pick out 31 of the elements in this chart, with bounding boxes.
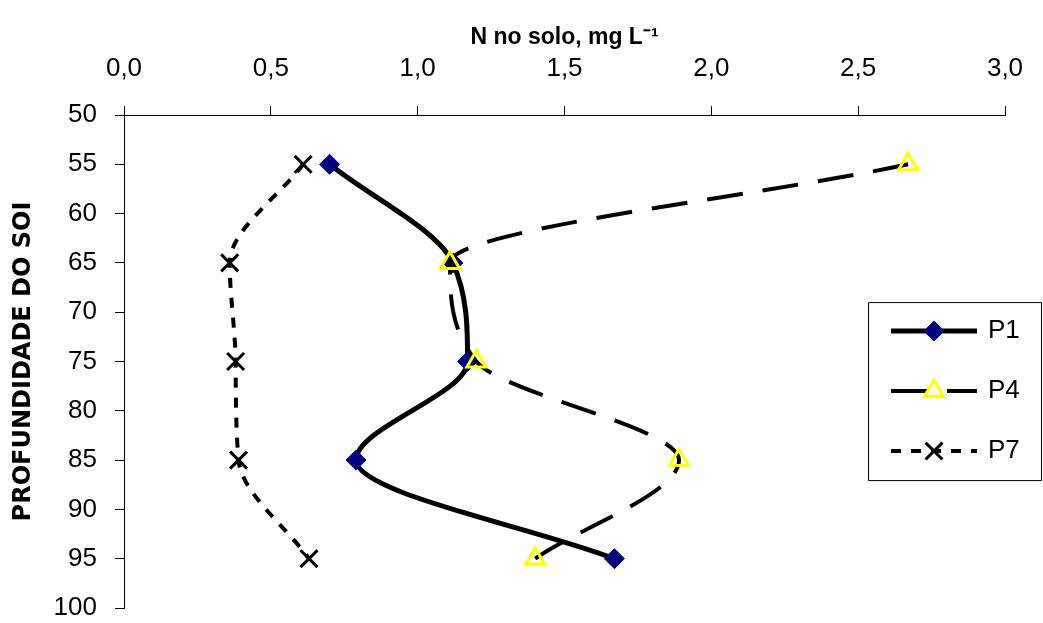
x-tick-label: 2,5 bbox=[840, 51, 877, 82]
y-tick-label: 75 bbox=[68, 344, 97, 375]
x-tick-label: 2,0 bbox=[693, 51, 730, 82]
y-tick-label: 70 bbox=[68, 295, 97, 326]
legend-label: P4 bbox=[988, 374, 1020, 405]
point bbox=[319, 153, 341, 175]
x-tick-label: 1,5 bbox=[546, 51, 583, 82]
point bbox=[299, 548, 319, 569]
point bbox=[345, 449, 367, 471]
y-axis-title: PROFUNDIDADE DO SOI bbox=[8, 201, 37, 522]
y-tick-label: 60 bbox=[68, 196, 97, 227]
y-tick-label: 80 bbox=[68, 393, 97, 424]
legend-label: P7 bbox=[988, 434, 1020, 465]
point bbox=[293, 154, 314, 175]
point bbox=[225, 351, 246, 372]
y-tick-label: 65 bbox=[68, 246, 97, 277]
point bbox=[219, 252, 240, 273]
point bbox=[603, 548, 625, 570]
x-axis-title: N no solo, mg L⁻¹ bbox=[470, 23, 659, 50]
y-tick-label: 100 bbox=[53, 591, 97, 622]
x-tick-label: 0,5 bbox=[252, 51, 289, 82]
point bbox=[228, 450, 249, 471]
y-tick-label: 90 bbox=[68, 492, 97, 523]
y-tick-label: 85 bbox=[68, 443, 97, 474]
legend-label: P1 bbox=[988, 314, 1020, 345]
x-tick-label: 1,0 bbox=[399, 51, 436, 82]
x-tick-label: 3,0 bbox=[986, 51, 1024, 82]
y-tick-label: 50 bbox=[68, 98, 97, 129]
x-tick-label: 0,0 bbox=[105, 51, 143, 82]
y-tick-label: 95 bbox=[68, 541, 97, 572]
y-tick-label: 55 bbox=[68, 147, 97, 178]
